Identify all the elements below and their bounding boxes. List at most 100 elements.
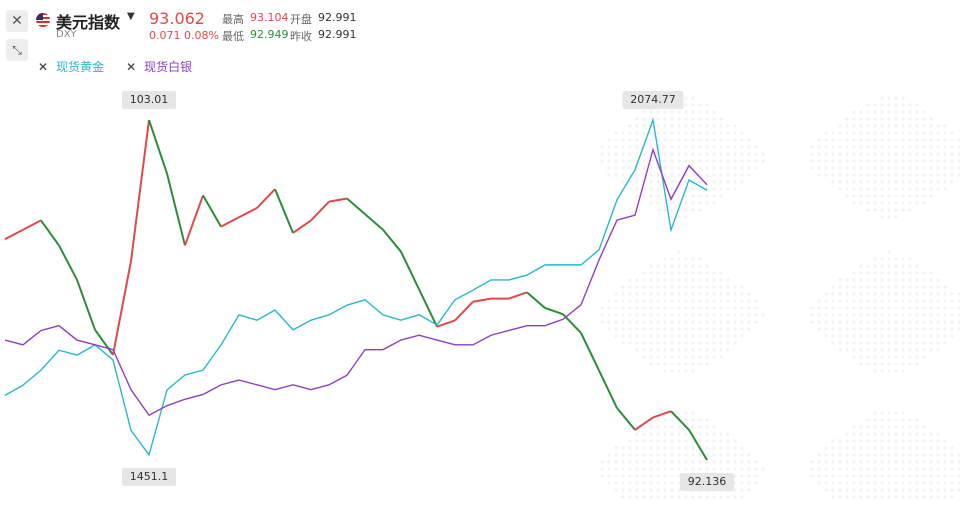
- map-dot: [726, 173, 730, 177]
- map-dot: [712, 180, 716, 184]
- map-dot: [705, 460, 709, 464]
- map-dot: [922, 138, 926, 142]
- map-dot: [915, 439, 919, 443]
- map-dot: [817, 145, 821, 149]
- map-dot: [957, 299, 960, 303]
- candle-segment: [256, 188, 276, 209]
- map-dot: [859, 159, 863, 163]
- close-button[interactable]: ✕: [6, 10, 28, 32]
- map-dot: [600, 306, 604, 310]
- map-dot: [901, 257, 905, 261]
- map-dot: [880, 159, 884, 163]
- map-dot: [649, 432, 653, 436]
- dropdown[interactable]: ▼: [127, 11, 135, 22]
- map-dot: [628, 306, 632, 310]
- legend-item[interactable]: ✕ 现货黄金: [38, 60, 104, 74]
- map-dot: [698, 264, 702, 268]
- map-dot: [936, 299, 940, 303]
- map-dot: [922, 341, 926, 345]
- map-dot: [691, 159, 695, 163]
- collapse-button[interactable]: ⤡: [6, 39, 28, 61]
- map-dot: [929, 453, 933, 457]
- map-dot: [824, 320, 828, 324]
- map-dot: [936, 341, 940, 345]
- map-dot: [670, 152, 674, 156]
- map-dot: [943, 439, 947, 443]
- legend-remove[interactable]: ✕: [126, 60, 137, 74]
- map-dot: [852, 187, 856, 191]
- map-dot: [698, 425, 702, 429]
- map-dot: [887, 495, 891, 499]
- map-dot: [845, 124, 849, 128]
- map-dot: [691, 299, 695, 303]
- map-dot: [691, 201, 695, 205]
- map-dot: [691, 313, 695, 317]
- symbol-name[interactable]: 美元指数: [56, 13, 121, 32]
- map-dot: [684, 369, 688, 373]
- map-dot: [705, 201, 709, 205]
- extreme-label-box: [622, 90, 684, 109]
- map-dot: [642, 488, 646, 492]
- map-dot: [642, 271, 646, 275]
- map-dot: [677, 264, 681, 268]
- map-dot: [845, 460, 849, 464]
- map-dot: [866, 110, 870, 114]
- map-dot: [908, 180, 912, 184]
- map-dot: [887, 320, 891, 324]
- map-dot: [880, 327, 884, 331]
- map-dot: [845, 341, 849, 345]
- map-dot: [901, 299, 905, 303]
- map-dot: [936, 124, 940, 128]
- legend-remove[interactable]: ✕: [38, 60, 49, 74]
- map-dot: [894, 306, 898, 310]
- map-dot: [698, 460, 702, 464]
- map-dot: [859, 180, 863, 184]
- map-dot: [845, 313, 849, 317]
- map-dot: [649, 341, 653, 345]
- legend-label: 现货黄金: [56, 60, 105, 74]
- map-dot: [719, 446, 723, 450]
- map-dot: [887, 467, 891, 471]
- map-dot: [873, 341, 877, 345]
- map-dot: [845, 334, 849, 338]
- map-dot: [873, 348, 877, 352]
- map-dot: [824, 292, 828, 296]
- map-dot: [824, 481, 828, 485]
- map-dot: [880, 145, 884, 149]
- map-dot: [894, 320, 898, 324]
- map-dot: [929, 327, 933, 331]
- map-dot: [733, 299, 737, 303]
- map-dot: [880, 110, 884, 114]
- map-dot: [747, 488, 751, 492]
- map-dot: [684, 306, 688, 310]
- map-dot: [887, 264, 891, 268]
- map-dot: [901, 208, 905, 212]
- legend-item[interactable]: ✕ 现货白银: [126, 60, 192, 74]
- map-dot: [691, 467, 695, 471]
- map-dot: [705, 432, 709, 436]
- map-dot: [887, 166, 891, 170]
- map-dot: [915, 460, 919, 464]
- map-dot: [684, 299, 688, 303]
- map-dot: [936, 187, 940, 191]
- map-dot: [684, 362, 688, 366]
- map-dot: [908, 481, 912, 485]
- map-dot: [824, 327, 828, 331]
- map-dot: [635, 124, 639, 128]
- map-dot: [915, 278, 919, 282]
- map-dot: [880, 411, 884, 415]
- map-dot: [838, 453, 842, 457]
- map-dot: [887, 327, 891, 331]
- map-dot: [922, 453, 926, 457]
- map-dot: [866, 152, 870, 156]
- map-dot: [642, 355, 646, 359]
- map-dot: [698, 355, 702, 359]
- map-dot: [705, 264, 709, 268]
- map-dot: [922, 278, 926, 282]
- map-dot: [922, 460, 926, 464]
- map-dot: [698, 313, 702, 317]
- map-dot: [901, 355, 905, 359]
- map-dot: [929, 292, 933, 296]
- map-dot: [887, 278, 891, 282]
- map-dot: [908, 355, 912, 359]
